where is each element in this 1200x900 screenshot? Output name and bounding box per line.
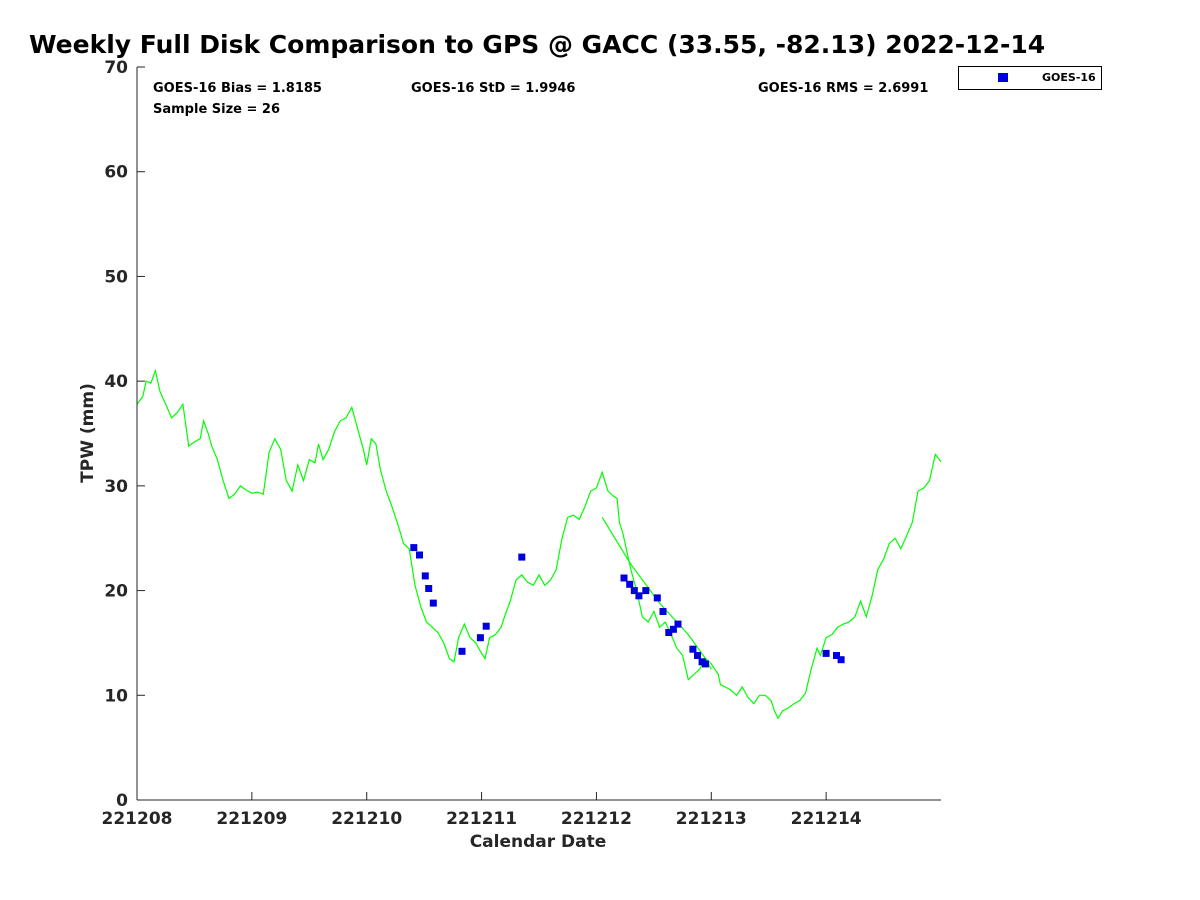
y-tick-label: 0 [116,791,128,811]
goes16-point-18 [674,620,682,628]
goes16-point-0 [410,544,418,552]
goes16-point-25 [837,656,845,664]
y-tick-label: 70 [104,58,128,78]
legend-box [958,66,1102,90]
legend-marker-goes16 [998,73,1008,82]
rms-stat: GOES-16 RMS = 2.6991 [758,81,928,96]
goes16-point-6 [476,634,484,642]
sample-size-stat: Sample Size = 26 [153,102,280,117]
goes16-point-20 [694,652,701,659]
goes16-point-9 [620,574,628,582]
goes16-point-2 [421,572,429,580]
goes16-point-10 [626,580,634,588]
goes16-point-3 [425,585,433,592]
std-stat: GOES-16 StD = 1.9946 [411,81,575,96]
goes16-point-22 [702,660,709,668]
data-layer [136,368,942,720]
x-tick-label: 221208 [102,809,173,829]
x-axis-label: Calendar Date [470,832,607,852]
y-tick-label: 20 [104,582,128,602]
legend: GOES-16 [958,66,1102,90]
goes16-point-13 [642,587,650,595]
x-tick-label: 221209 [216,809,287,829]
goes16-point-8 [518,553,526,561]
x-tick-label: 221213 [676,809,747,829]
goes16-point-1 [416,551,423,559]
x-tick-label: 221210 [331,809,402,829]
x-tick-label: 221214 [791,809,862,829]
legend-label-goes16: GOES-16 [1042,71,1096,84]
goes16-point-4 [429,599,437,607]
x-tick-label: 221212 [561,809,632,829]
goes16-point-16 [665,629,673,636]
goes16-point-15 [659,608,667,615]
bias-stat: GOES-16 Bias = 1.8185 [153,81,322,96]
axes-layer: 0 10 20 30 40 50 60 70 221208 221209 221210 221211 2… [102,58,941,829]
x-tick-label: 221211 [446,809,517,829]
y-tick-label: 50 [104,267,128,287]
goes16-point-11 [630,587,638,595]
chart-title: Weekly Full Disk Comparison to GPS @ GAC… [29,30,1046,59]
goes16-point-23 [822,649,830,657]
y-tick-label: 10 [104,686,128,706]
goes16-point-19 [689,645,697,653]
goes16-point-7 [482,622,490,630]
gps-line-1 [601,516,712,670]
goes16-point-17 [669,625,677,633]
goes16-point-24 [833,652,840,659]
y-tick-label: 40 [104,372,128,392]
y-tick-label: 30 [104,477,128,497]
y-axis-label: TPW (mm) [78,383,98,483]
gps-line-0 [136,368,942,720]
y-tick-label: 60 [104,163,128,183]
goes16-point-12 [635,592,643,600]
goes16-point-5 [458,647,466,655]
goes16-point-14 [653,594,661,602]
